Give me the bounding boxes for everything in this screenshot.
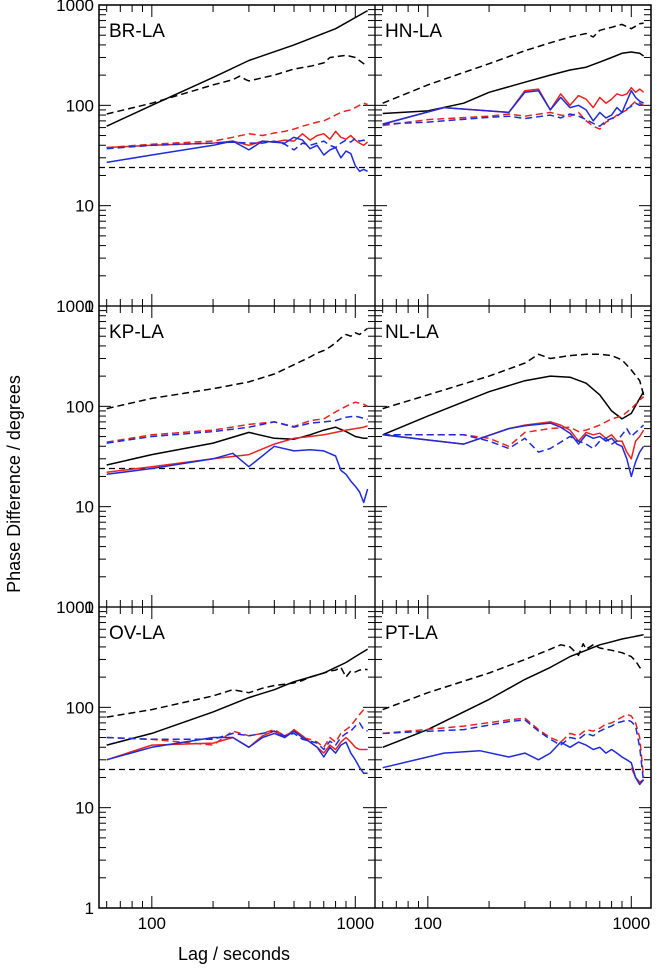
series-black-solid [106, 426, 368, 466]
series-blue-dashed [382, 424, 645, 453]
series-blue-dashed [106, 722, 368, 751]
series-black-solid [382, 51, 645, 115]
figure-frame [98, 4, 652, 909]
series-red-dashed [382, 713, 645, 778]
panel-ov-la: OV-LA 1 10 100 1000 100 1000 [56, 598, 376, 933]
series-red-solid [106, 728, 368, 761]
panel-frame [374, 4, 652, 307]
y-tick-label: 10 [75, 498, 94, 517]
panel-title: PT-LA [385, 623, 438, 644]
y-tick-label: 10 [75, 197, 94, 216]
y-tick-label: 1000 [56, 297, 94, 316]
panel-frame [374, 606, 652, 909]
series-red-solid [382, 86, 645, 125]
series-blue-solid [382, 89, 644, 125]
y-tick-label: 100 [66, 397, 94, 416]
series-red-solid [382, 421, 645, 460]
panel-title: KP-LA [109, 322, 164, 343]
panel-title: HN-LA [385, 21, 442, 42]
y-tick-label: 1000 [56, 0, 94, 15]
x-tick-label: 100 [138, 914, 166, 933]
series-group [106, 327, 369, 504]
panel-pt-la: PT-LA 100 1000 [374, 606, 652, 933]
panel-frame [98, 4, 376, 307]
y-tick-label: 1 [85, 297, 94, 316]
series-black-dashed [106, 327, 369, 410]
x-tick-label: 1000 [612, 914, 650, 933]
panel-title: NL-LA [385, 322, 439, 343]
series-black-dashed [382, 643, 645, 711]
y-tick-label: 1000 [56, 598, 94, 617]
y-tick-label: 100 [66, 96, 94, 115]
series-black-solid [106, 648, 368, 746]
series-black-dashed [106, 54, 368, 115]
series-black-solid [382, 633, 644, 748]
series-blue-solid [106, 445, 369, 504]
panel-nl-la: NL-LA [374, 305, 652, 608]
series-blue-solid [382, 422, 645, 478]
panels: BR-LA 1 10 100 1000 HN-LA KP-LA 1 10 100 1000 NL-LA… [56, 0, 652, 933]
series-group [382, 22, 645, 130]
series-group [106, 9, 369, 173]
series-blue-dashed [106, 137, 369, 151]
panel-frame [374, 305, 652, 608]
panel-hn-la: HN-LA [374, 4, 652, 307]
series-black-solid [382, 375, 645, 436]
series-black-dashed [382, 22, 644, 104]
series-blue-dashed [382, 719, 645, 783]
series-red-solid [106, 425, 368, 474]
x-tick-label: 100 [414, 914, 442, 933]
series-blue-solid [382, 741, 645, 786]
y-tick-label: 100 [66, 698, 94, 717]
series-red-dashed [382, 100, 644, 130]
series-red-dashed [106, 401, 368, 443]
series-group [382, 353, 645, 478]
series-group [106, 648, 368, 775]
y-tick-label: 10 [75, 799, 94, 818]
y-tick-label: 1 [85, 598, 94, 617]
series-group [382, 633, 645, 786]
panel-frame [98, 606, 376, 909]
series-blue-dashed [382, 102, 644, 127]
series-red-dashed [382, 396, 645, 448]
y-tick-label: 1 [85, 899, 94, 918]
panel-title: OV-LA [109, 623, 165, 644]
panel-br-la: BR-LA 1 10 100 1000 [56, 0, 376, 316]
x-axis-label: Lag / seconds [178, 944, 290, 964]
series-black-solid [106, 9, 368, 127]
series-blue-solid [106, 730, 368, 775]
panel-title: BR-LA [109, 21, 165, 42]
y-axis-label: Phase Difference / degrees [4, 375, 24, 593]
panel-kp-la: KP-LA 1 10 100 1000 [56, 297, 376, 617]
x-tick-label: 1000 [336, 914, 374, 933]
series-red-dashed [106, 708, 368, 749]
series-red-dashed [106, 102, 368, 149]
series-blue-solid [106, 136, 368, 173]
series-black-dashed [106, 666, 368, 718]
